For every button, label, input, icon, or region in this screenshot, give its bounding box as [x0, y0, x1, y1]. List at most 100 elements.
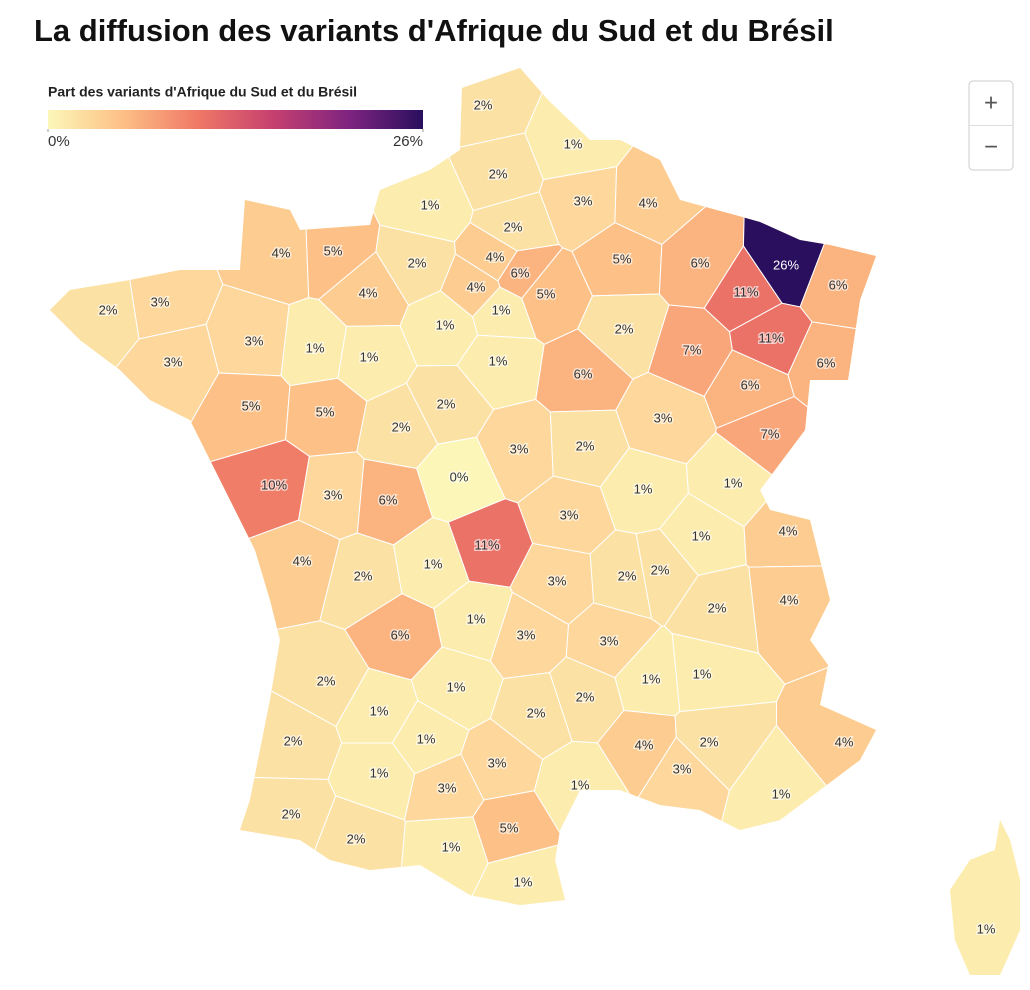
region-label: 2% — [651, 562, 670, 577]
region-label: 2% — [282, 806, 301, 821]
region-label: 11% — [733, 284, 758, 299]
region — [748, 562, 1020, 685]
region-label: 3% — [164, 354, 183, 369]
region-label: 3% — [151, 294, 170, 309]
region-label: 2% — [576, 438, 595, 453]
region-label: 3% — [517, 627, 536, 642]
region-label: 1% — [421, 197, 440, 212]
region-label: 2% — [708, 600, 727, 615]
region-label: 1% — [370, 703, 389, 718]
region-label: 2% — [354, 568, 373, 583]
region-label: 1% — [436, 317, 455, 332]
region-label: 2% — [527, 705, 546, 720]
region-label: 1% — [424, 556, 443, 571]
region — [50, 68, 140, 515]
region-label: 1% — [417, 731, 436, 746]
legend-title: Part des variants d'Afrique du Sud et du… — [48, 84, 357, 100]
region-label: 2% — [392, 419, 411, 434]
region — [308, 77, 474, 243]
region-label: 2% — [504, 219, 523, 234]
legend-ticks: 0% 26% — [47, 129, 424, 150]
region-label: 6% — [817, 355, 836, 370]
region-label: 1% — [772, 786, 791, 801]
region-label: 7% — [683, 342, 702, 357]
region-label: 6% — [574, 366, 593, 381]
region-label: 1% — [306, 340, 325, 355]
region-label: 7% — [761, 426, 780, 441]
region-label: 3% — [673, 761, 692, 776]
region-label: 4% — [780, 592, 799, 607]
region-label: 6% — [391, 627, 410, 642]
region-label: 5% — [324, 243, 343, 258]
region-label: 1% — [442, 839, 461, 854]
region-label: 2% — [99, 302, 118, 317]
region-label: 4% — [272, 245, 291, 260]
region-label: 1% — [370, 765, 389, 780]
region-label: 3% — [488, 755, 507, 770]
region-label: 11% — [474, 537, 499, 552]
legend-tick-label: 26% — [393, 133, 423, 150]
region-label: 3% — [245, 333, 264, 348]
region-label: 2% — [615, 321, 634, 336]
region-label: 1% — [514, 874, 533, 889]
region-labels: 2%1%2%1% 3% 4%2%4% 5%2% 4%6%4%4%1%5%5% 6% 26%1… — [97, 96, 997, 938]
region-label: 5% — [613, 251, 632, 266]
region-label: 4% — [639, 195, 658, 210]
region-label: 26% — [773, 257, 799, 272]
region-label: 1% — [564, 136, 583, 151]
region-label: 10% — [261, 477, 287, 492]
region-label: 4% — [467, 279, 486, 294]
region-label: 6% — [829, 277, 848, 292]
region-label: 1% — [447, 679, 466, 694]
region-label: 3% — [510, 441, 529, 456]
region — [390, 816, 489, 975]
region-label: 0% — [450, 469, 469, 484]
region-label: 3% — [438, 780, 457, 795]
zoom-in[interactable]: + — [984, 89, 998, 116]
region-label: 6% — [741, 377, 760, 392]
region-label: 3% — [600, 633, 619, 648]
region-label: 1% — [642, 671, 661, 686]
region — [798, 748, 1020, 975]
region-label: 3% — [548, 573, 567, 588]
region — [50, 769, 337, 975]
region-label: 1% — [467, 611, 486, 626]
region — [50, 323, 220, 610]
region-label: 4% — [486, 249, 505, 264]
region-label: 3% — [574, 193, 593, 208]
zoom-control: + − — [968, 80, 1014, 171]
region-label: 2% — [317, 673, 336, 688]
region-label: 2% — [700, 734, 719, 749]
region-label: 2% — [474, 97, 493, 112]
region-label: 1% — [571, 777, 590, 792]
region-label: 6% — [691, 255, 710, 270]
region-label: 1% — [634, 481, 653, 496]
region-label: 1% — [724, 475, 743, 490]
region-label: 3% — [560, 507, 579, 522]
region-label: 1% — [489, 353, 508, 368]
region — [743, 464, 1020, 568]
region-label: 4% — [359, 285, 378, 300]
region-label: 2% — [489, 166, 508, 181]
region-label: 11% — [758, 330, 783, 345]
region-label: 3% — [324, 487, 343, 502]
region-label: 4% — [779, 523, 798, 538]
region-label: 1% — [693, 666, 712, 681]
region-label: 2% — [347, 831, 366, 846]
region-label: 4% — [635, 737, 654, 752]
region-label: 2% — [576, 689, 595, 704]
zoom-out[interactable]: − — [984, 133, 998, 160]
region-label: 2% — [618, 568, 637, 583]
region-label: 4% — [835, 734, 854, 749]
region — [799, 68, 1020, 357]
region-label: 6% — [511, 265, 530, 280]
region-label: 2% — [284, 733, 303, 748]
region-label: 6% — [379, 492, 398, 507]
title: La diffusion des variants d'Afrique du S… — [34, 13, 834, 48]
legend-gradient — [48, 110, 423, 129]
region-label: 5% — [537, 286, 556, 301]
region-label: 1% — [692, 528, 711, 543]
region-label: 2% — [408, 255, 427, 270]
